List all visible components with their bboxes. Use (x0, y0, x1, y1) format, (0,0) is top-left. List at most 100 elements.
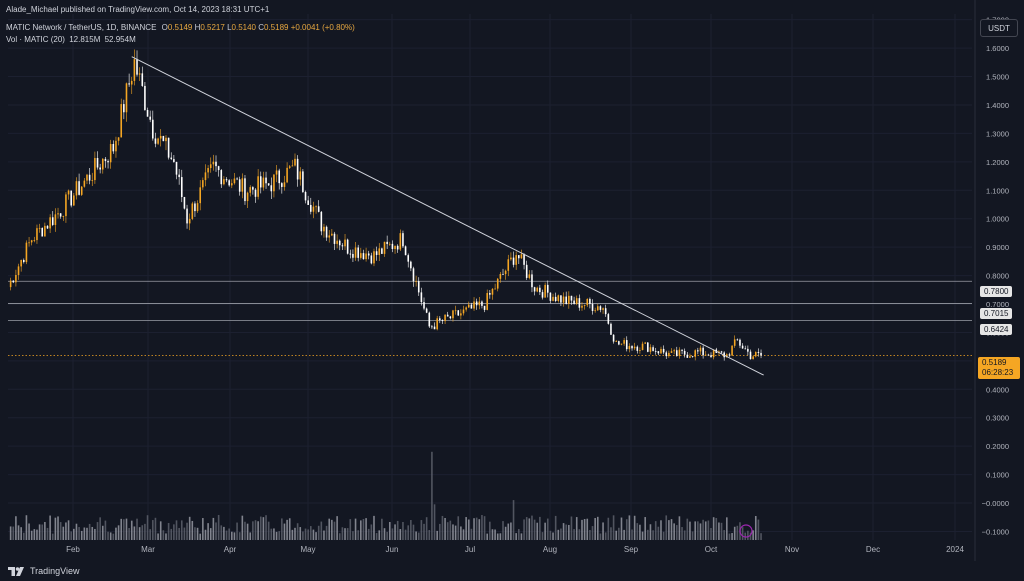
candle-body (20, 259, 22, 267)
trendline (131, 56, 764, 376)
volume-bar (518, 529, 520, 540)
volume-bar (91, 526, 94, 540)
candle-body (633, 346, 636, 349)
alert-icon[interactable] (739, 524, 753, 538)
volume-bar (491, 529, 494, 540)
volume-bar (533, 519, 536, 540)
candle-body (278, 170, 280, 184)
volume-bar (681, 527, 683, 540)
y-tick-label: 1.2000 (986, 158, 1009, 167)
volume-bar (473, 518, 475, 540)
candle-body (88, 174, 91, 181)
candle-body (686, 354, 689, 358)
volume-bar (583, 519, 586, 540)
candle-body (244, 178, 246, 202)
volume-bar (560, 528, 562, 540)
x-tick-label: Feb (66, 545, 80, 554)
volume-bar (238, 532, 241, 540)
candle-body (760, 352, 762, 356)
tradingview-logo[interactable]: TradingView (8, 566, 80, 576)
candle-body (496, 278, 499, 289)
candle-body (357, 247, 359, 258)
volume-bar (44, 521, 46, 540)
volume-bar (396, 520, 399, 540)
candle-body (518, 255, 520, 259)
candle-body (73, 195, 75, 206)
volume-bar (12, 526, 15, 540)
candle-body (96, 158, 99, 168)
volume-bar (589, 529, 591, 540)
candle-body (431, 326, 433, 328)
volume-bar (546, 518, 549, 540)
volume-bar (312, 529, 315, 540)
candle-body (57, 213, 59, 215)
volume-bar (223, 526, 225, 540)
candle-body (146, 109, 149, 117)
candle-body (446, 314, 449, 317)
volume-bar (17, 525, 20, 540)
volume-bar (123, 519, 125, 540)
brand-name: TradingView (30, 566, 80, 576)
candle-body (180, 177, 183, 198)
currency-unit-button[interactable]: USDT (980, 19, 1018, 37)
y-tick-label: 1.4000 (986, 101, 1009, 110)
candle-body (754, 351, 757, 357)
volume-bar (109, 532, 112, 540)
volume-bar (180, 520, 183, 540)
candle-body (378, 248, 381, 255)
candle-body (128, 83, 130, 85)
volume-bar (657, 526, 660, 540)
volume-bar (336, 516, 338, 540)
volume-bar (668, 520, 670, 540)
volume-bar (167, 523, 170, 540)
candle-body (639, 350, 641, 351)
volume-bar (283, 523, 286, 540)
trendline-line (131, 56, 764, 376)
candle-body (273, 174, 275, 192)
volume-bar (70, 531, 72, 540)
candle-body (252, 187, 254, 190)
volume-bar (715, 517, 718, 540)
volume-bar (65, 522, 67, 540)
volume-bar (444, 517, 446, 540)
volume-bar (249, 532, 252, 540)
volume-bar (449, 520, 452, 540)
candle-body (267, 183, 270, 186)
candle-body (70, 190, 72, 206)
volume-bar (104, 520, 107, 540)
candle-body (270, 185, 273, 192)
volume-bar (136, 518, 138, 540)
candle-body (241, 178, 244, 192)
volume-bar (317, 525, 320, 540)
volume-bar (54, 517, 57, 540)
volume-bar (420, 520, 423, 540)
volume-bar (752, 530, 754, 540)
candle-body (657, 351, 660, 354)
volume-bar (25, 515, 28, 540)
volume-bar (175, 520, 178, 540)
candle-body (712, 349, 715, 358)
volume-bar (94, 528, 96, 540)
candle-body (317, 206, 320, 212)
volume-bar (162, 530, 165, 540)
candle-body (178, 174, 180, 178)
candle-body (602, 308, 604, 310)
volume-bar (252, 521, 254, 540)
volume-bar (115, 527, 117, 540)
volume-bar (723, 530, 725, 540)
candle-body (30, 240, 33, 243)
volume-bar (599, 533, 602, 540)
volume-bar (460, 526, 462, 540)
tradingview-logo-icon (8, 566, 24, 576)
candle-body (15, 275, 17, 283)
candle-body (170, 157, 173, 160)
candle-body (610, 323, 612, 335)
x-tick-label: 2024 (946, 545, 964, 554)
candle-body (415, 281, 417, 282)
candle-body (312, 206, 315, 212)
volume-bar (591, 526, 594, 540)
candle-body (233, 178, 236, 184)
volume-bar (217, 514, 220, 540)
candle-body (460, 313, 462, 316)
